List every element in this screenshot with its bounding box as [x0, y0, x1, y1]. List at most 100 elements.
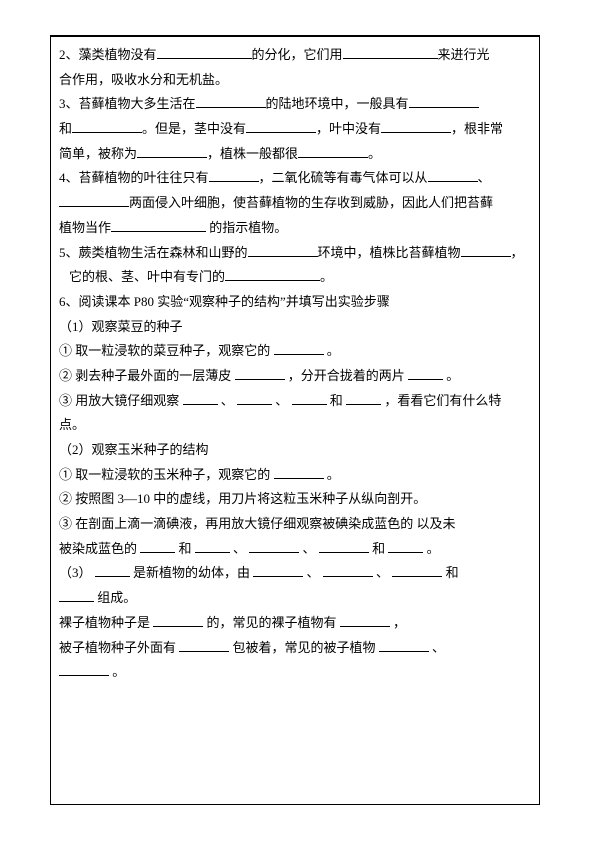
text: 简单，被称为	[59, 146, 137, 161]
text: ，二氧化硫等有毒气体可以从	[259, 170, 428, 185]
blank	[137, 146, 207, 158]
blank	[340, 615, 390, 627]
q6-3b: 组成。	[59, 586, 529, 611]
blank	[209, 170, 259, 182]
text: 两面侵入叶细胞，使苔藓植物的生存收到威胁，因此人们把苔藓	[129, 195, 493, 210]
q6-3: （3） 是新植物的幼体，由 、 、 和	[59, 561, 529, 586]
q4-line2: 两面侵入叶细胞，使苔藓植物的生存收到威胁，因此人们把苔藓	[59, 191, 529, 216]
blank	[153, 615, 203, 627]
text: 的分化，它们用	[252, 47, 343, 62]
text: 、	[230, 541, 250, 556]
text: 、	[218, 393, 238, 408]
text: 。	[324, 467, 340, 482]
text: 。	[324, 343, 340, 358]
text: ，	[511, 245, 524, 260]
text: （1）观察菜豆的种子	[59, 319, 183, 334]
text: 被染成蓝色的	[59, 541, 140, 556]
q3-line2: 和。但是，茎中没有，叶中没有，根非常	[59, 117, 529, 142]
text: 5、蕨类植物生活在森林和山野的	[59, 245, 248, 260]
q6-1-step1: ① 取一粒浸软的菜豆种子，观察它的 。	[59, 339, 529, 364]
q4-line1: 4、苔藓植物的叶往往只有 ，二氧化硫等有毒气体可以从 、	[59, 166, 529, 191]
text: 、	[478, 170, 491, 185]
blank	[298, 146, 368, 158]
text: 的，常见的裸子植物有	[203, 615, 340, 630]
blank	[409, 96, 479, 108]
text: ③ 用放大镜仔细观察	[59, 393, 183, 408]
blank	[388, 541, 423, 553]
text: 。	[423, 541, 439, 556]
q6-1-step3: ③ 用放大镜仔细观察 、 、 和 ，看看它们有什么特	[59, 389, 529, 414]
blank	[72, 121, 142, 133]
blank	[249, 541, 299, 553]
blank	[274, 343, 324, 355]
q6-1-step3b: 点。	[59, 413, 529, 438]
text: ② 按照图 3—10 中的虚线，用刀片将这粒玉米种子从纵向剖开。	[59, 491, 426, 506]
q6-line1: 6、阅读课本 P80 实验“观察种子的结构”并填写出实验步骤	[59, 290, 529, 315]
q-angio-b: 。	[59, 660, 529, 685]
blank	[274, 467, 324, 479]
text: 6、阅读课本 P80 实验“观察种子的结构”并填写出实验步骤	[59, 294, 390, 309]
text: 。	[109, 664, 125, 679]
blank	[461, 244, 511, 256]
q6-1: （1）观察菜豆的种子	[59, 315, 529, 340]
text: 植物当作	[59, 220, 111, 235]
text: 裸子植物种子是	[59, 615, 153, 630]
blank	[319, 541, 369, 553]
text: （3）	[59, 565, 95, 580]
text: ，叶中没有	[316, 121, 381, 136]
text: 组成。	[94, 590, 136, 605]
text: 和	[175, 541, 195, 556]
q4-line3: 植物当作 的指示植物。	[59, 216, 529, 241]
text: ，	[390, 615, 406, 630]
text: 。	[320, 269, 333, 284]
text: ① 取一粒浸软的玉米种子，观察它的	[59, 467, 274, 482]
blank	[343, 47, 438, 59]
blank	[346, 393, 381, 405]
q2-line1: 2、藻类植物没有 的分化，它们用 来进行光	[59, 43, 529, 68]
q6-1-step2: ② 剥去种子最外面的一层薄皮 ，分开合拢着的两片 。	[59, 364, 529, 389]
q-gymno: 裸子植物种子是 的，常见的裸子植物有 ，	[59, 611, 529, 636]
text: 、	[299, 541, 319, 556]
blank	[392, 565, 442, 577]
blank	[248, 244, 318, 256]
page: 2、藻类植物没有的分化，它们用来进行光 合作用，吸收水分和无机盐。 3、苔藓植物…	[0, 0, 595, 842]
blank	[195, 541, 230, 553]
text: ，看看它们有什么特	[381, 393, 501, 408]
q6-2: （2）观察玉米种子的结构	[59, 438, 529, 463]
text: 2、藻类植物没有	[59, 47, 157, 62]
text: ③ 在剖面上滴一滴碘液，再用放大镜仔细观察被碘染成蓝色的 以及未	[59, 516, 456, 531]
blank	[237, 393, 272, 405]
text: 和	[442, 565, 458, 580]
blank	[196, 96, 266, 108]
blank	[140, 541, 175, 553]
text: 、	[429, 640, 445, 655]
blank	[381, 121, 451, 133]
text: 的指示植物。	[206, 220, 287, 235]
text: （2）观察玉米种子的结构	[59, 442, 209, 457]
text: 来进行光	[438, 47, 490, 62]
text: 。但是，茎中没有	[142, 121, 246, 136]
q6-2-step1: ① 取一粒浸软的玉米种子，观察它的 。	[59, 463, 529, 488]
blank	[157, 47, 252, 59]
text: 。	[368, 146, 381, 161]
q3-line1: 3、苔藓植物大多生活在的陆地环境中，一般具有	[59, 92, 529, 117]
q-angio: 被子植物种子外面有 包被着，常见的被子植物 、	[59, 636, 529, 661]
blank	[183, 393, 218, 405]
text: ，根非常	[451, 121, 503, 136]
text: 4、苔藓植物的叶往往只有	[59, 170, 209, 185]
blank	[111, 220, 206, 232]
blank	[179, 639, 229, 651]
blank	[59, 664, 109, 676]
text: 点。	[59, 417, 85, 432]
blank	[95, 565, 130, 577]
text: ，植株一般都很	[207, 146, 298, 161]
text: 和	[327, 393, 347, 408]
text: 、	[373, 565, 393, 580]
text: 、	[303, 565, 323, 580]
blank	[428, 170, 478, 182]
text: 它的根、茎、叶中有专门的	[69, 269, 225, 284]
blank	[253, 565, 303, 577]
text: 。	[443, 368, 459, 383]
blank	[408, 368, 443, 380]
blank	[292, 393, 327, 405]
